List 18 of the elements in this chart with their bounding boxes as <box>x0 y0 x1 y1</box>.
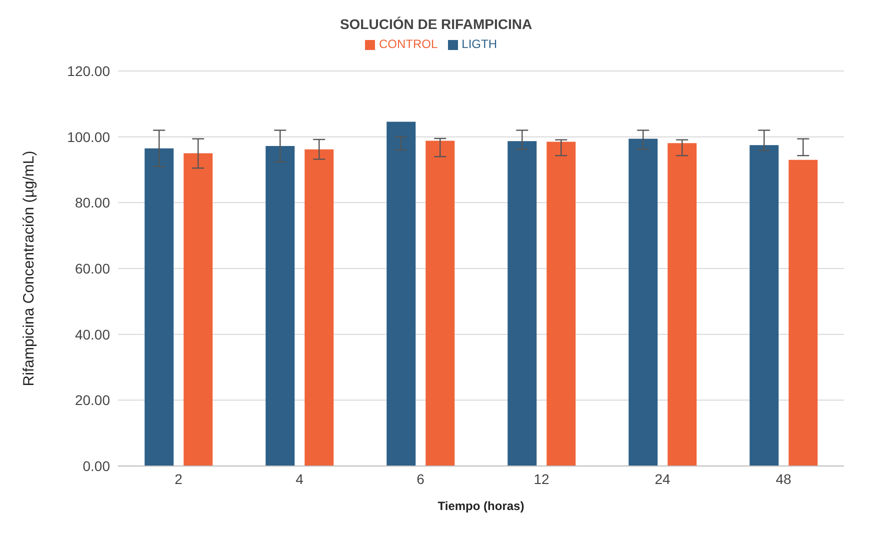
x-axis-title: Tiempo (horas) <box>438 499 524 513</box>
x-tick-label: 12 <box>534 470 550 487</box>
y-tick-label: 40.00 <box>74 326 110 342</box>
y-tick-label: 120.00 <box>67 62 110 79</box>
y-tick-label: 60.00 <box>74 260 110 276</box>
x-tick-label: 2 <box>174 470 183 487</box>
x-tick-label: 24 <box>654 470 670 487</box>
y-axis-title: Rifampicina Concentración (µg/mL) <box>20 150 38 386</box>
y-tick-label: 80.00 <box>74 194 110 211</box>
chart-title: SOLUCIÓN DE RIFAMPICINA <box>338 15 534 32</box>
y-tick-label: 20.00 <box>74 392 110 408</box>
x-tick-label: 4 <box>296 470 304 487</box>
x-tick-label: 48 <box>776 470 792 487</box>
legend-label: LIGTH <box>462 37 497 51</box>
y-tick-label: 100.00 <box>67 128 110 145</box>
y-tick-label: 0.00 <box>82 458 110 474</box>
legend-label: CONTROL <box>378 37 438 51</box>
x-tick-label: 6 <box>416 470 425 487</box>
